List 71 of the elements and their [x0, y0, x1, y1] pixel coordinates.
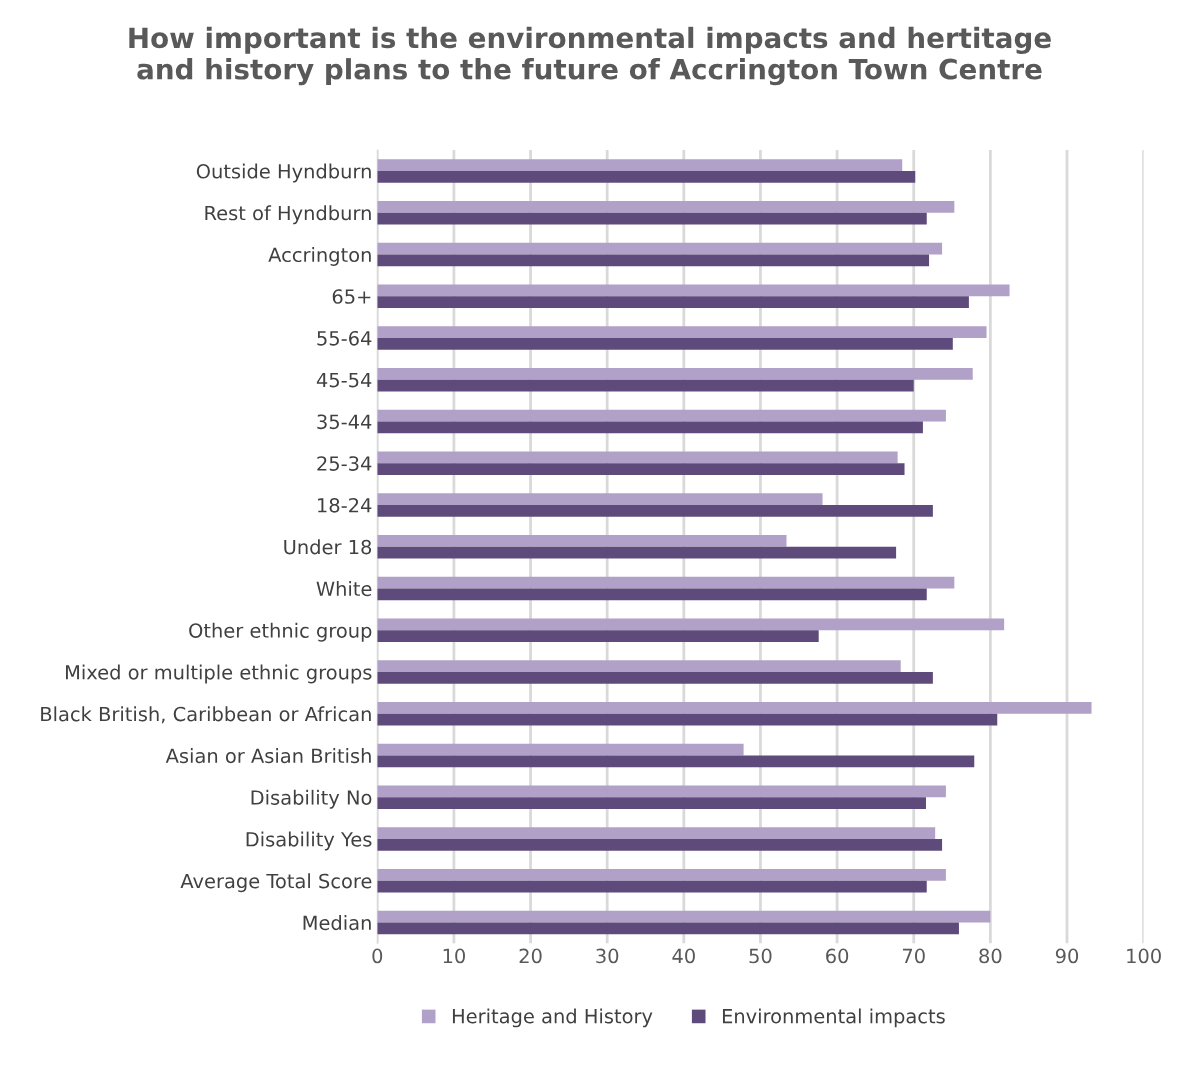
- bar: [377, 451, 898, 464]
- x-tick-label: 80: [979, 948, 1002, 964]
- bar: [377, 493, 823, 505]
- bar: [377, 159, 903, 171]
- bar: [377, 296, 969, 308]
- bar: [377, 421, 923, 434]
- bar: [377, 660, 901, 672]
- bar: [377, 201, 955, 213]
- bar: [377, 671, 933, 684]
- y-tick-label: Under 18: [284, 539, 372, 555]
- bar: [377, 337, 953, 350]
- y-tick-label: 45-54: [316, 372, 372, 388]
- bar: [377, 409, 946, 422]
- bar: [377, 535, 787, 547]
- chart-title: How important is the environmental impacts and hertitage and history plans to the future of Accrington Town Centre: [129, 26, 1051, 86]
- y-tick-label: 18-24: [318, 497, 372, 513]
- x-tick-label: 20: [519, 948, 542, 964]
- y-tick-label: 35-44: [317, 414, 372, 430]
- bar: [377, 702, 1092, 714]
- y-tick-label: Average Total Score: [180, 873, 372, 893]
- x-tick-label: 70: [902, 948, 925, 964]
- bar: [377, 254, 930, 267]
- y-tick-label: Rest of Hyndburn: [205, 205, 371, 225]
- bar: [377, 713, 998, 726]
- bar: [377, 922, 959, 935]
- x-tick-label: 0: [372, 948, 383, 964]
- bar: [377, 326, 987, 338]
- bar: [377, 576, 955, 589]
- x-tick-label: 100: [1127, 948, 1161, 964]
- x-tick-label: 50: [749, 948, 772, 964]
- bar: [377, 743, 744, 756]
- y-tick-label: White: [316, 581, 372, 597]
- x-tick-label: 30: [596, 948, 619, 964]
- y-tick-label: Median: [303, 915, 371, 931]
- bar: [377, 504, 933, 517]
- bar: [377, 755, 975, 768]
- y-tick-label: 25-34: [317, 456, 372, 471]
- bar: [377, 838, 943, 851]
- y-tick-label: Outside Hyndburn: [196, 163, 371, 183]
- x-tick-label: 60: [826, 948, 849, 964]
- bar: [377, 630, 819, 642]
- bar: [377, 546, 897, 559]
- legend-label: Heritage and History: [452, 1008, 653, 1028]
- bar: [377, 212, 927, 225]
- y-tick-label: Disability Yes: [246, 831, 372, 851]
- x-tick-label: 10: [443, 948, 465, 964]
- bar: [377, 797, 926, 809]
- bar: [377, 618, 1005, 631]
- bar: [377, 869, 946, 881]
- x-tick-label: 90: [1055, 948, 1079, 964]
- y-tick-label: 55-64: [317, 330, 372, 346]
- bar: [377, 785, 946, 798]
- y-tick-label: Asian or Asian British: [165, 748, 371, 764]
- x-tick-label: 40: [672, 948, 695, 964]
- y-tick-label: Disability No: [251, 789, 372, 809]
- y-tick-label: Black British, Caribbean or African: [41, 706, 371, 724]
- bar: [377, 910, 991, 923]
- bar: [377, 170, 916, 183]
- bar: [377, 368, 973, 380]
- bar: [377, 242, 943, 255]
- y-tick-label: Mixed or multiple ethnic groups: [66, 664, 372, 684]
- y-tick-label: Other ethnic group: [189, 622, 372, 642]
- bar: [377, 463, 905, 475]
- y-tick-label: 65+: [332, 289, 371, 304]
- bar: [377, 827, 936, 839]
- bar: [377, 588, 927, 601]
- y-tick-label: Accrington: [268, 247, 371, 266]
- legend-label: Environmental impacts: [722, 1008, 945, 1028]
- bar: [377, 880, 927, 893]
- bar: [377, 379, 914, 392]
- bar: [377, 284, 1010, 297]
